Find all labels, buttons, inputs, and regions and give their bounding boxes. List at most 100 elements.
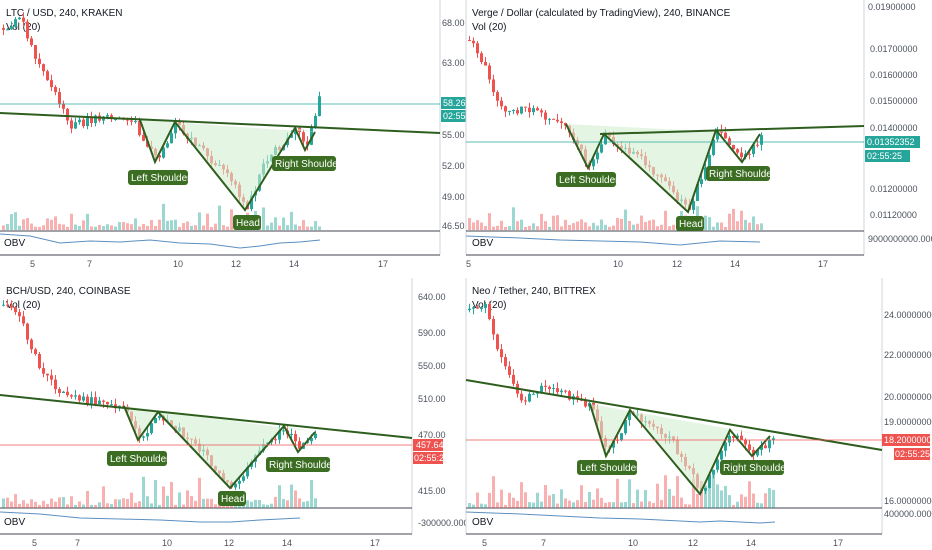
candle-body: [58, 389, 61, 393]
candle-body: [696, 184, 699, 201]
candle-body: [134, 121, 137, 123]
volume-bar: [576, 500, 579, 508]
svg-text:Right Shoulder: Right Shoulder: [275, 159, 342, 170]
volume-bar: [150, 220, 153, 230]
candle-body: [772, 438, 775, 441]
candle-body: [708, 474, 711, 488]
candle-body: [54, 379, 57, 390]
svg-text:02:55:25: 02:55:25: [867, 151, 902, 161]
candle-body: [560, 121, 563, 124]
x-axis: 5 7 10 12 14 17: [30, 259, 388, 269]
volume-bar: [66, 504, 69, 508]
candle-body: [82, 396, 85, 401]
volume-bar: [716, 222, 719, 230]
volume-bar: [584, 222, 587, 230]
volume-bar: [612, 502, 615, 508]
volume-bar: [588, 226, 591, 230]
candle-body: [306, 141, 309, 145]
candle-body: [480, 307, 483, 309]
candle-body: [544, 112, 547, 120]
candle-body: [516, 110, 519, 114]
chart-title: BCH/USD, 240, COINBASE: [6, 286, 131, 297]
candle-body: [94, 115, 97, 124]
candle-body: [504, 357, 507, 367]
candle-body: [2, 304, 5, 306]
volume-bar: [652, 219, 655, 230]
volume-bar: [572, 502, 575, 508]
candle-body: [6, 304, 9, 306]
svg-text:58.26: 58.26: [443, 98, 466, 108]
volume-bar: [78, 226, 81, 230]
candle-body: [740, 152, 743, 158]
candle-body: [476, 43, 479, 54]
svg-text:Left Shoulder: Left Shoulder: [110, 454, 170, 465]
panel-ltc-usd: LTC / USD, 240, KRAKEN Vol (20) OBV 68.0…: [0, 0, 478, 269]
volume-bar: [720, 490, 723, 508]
volume-bar: [90, 504, 93, 508]
volume-bar: [66, 226, 69, 230]
volume-bar: [584, 502, 587, 508]
volume-bar: [548, 495, 551, 508]
candle-body: [520, 106, 523, 114]
volume-bar: [568, 225, 571, 230]
volume-bar: [560, 226, 563, 230]
panel-bch-usd: BCH/USD, 240, COINBASE Vol (20) OBV 640.…: [0, 278, 474, 548]
candle-body: [274, 439, 277, 441]
candle-body: [752, 449, 755, 456]
candle-body: [114, 118, 117, 120]
candle-body: [30, 339, 33, 350]
volume-bar: [182, 223, 185, 230]
volume-bar: [616, 478, 619, 508]
volume-bar: [520, 482, 523, 508]
candle-body: [94, 397, 97, 405]
svg-text:7: 7: [75, 538, 80, 548]
volume-bar: [130, 492, 133, 508]
price-badge: [413, 439, 443, 451]
volume-bar: [512, 207, 515, 230]
svg-text:590.00: 590.00: [418, 328, 446, 338]
volume-bar: [712, 226, 715, 230]
panel-verge-dollar: Verge / Dollar (calculated by TradingVie…: [465, 0, 932, 269]
volume-bar: [672, 495, 675, 508]
volume-bar: [78, 501, 81, 508]
volume-bar: [194, 225, 197, 230]
svg-text:457.64: 457.64: [416, 440, 444, 450]
candle-body: [10, 26, 13, 30]
candle-body: [154, 417, 157, 424]
svg-text:12: 12: [231, 259, 241, 269]
volume-bar: [318, 226, 321, 230]
volume-bar: [130, 224, 133, 230]
obv-line: [465, 235, 761, 246]
candle-body: [728, 138, 731, 145]
svg-text:46.50: 46.50: [442, 221, 465, 231]
vol-label: Vol (20): [6, 300, 40, 311]
volume-bar: [310, 479, 313, 508]
volume-bar: [98, 224, 101, 230]
candle-body: [700, 179, 703, 185]
volume-bar: [18, 225, 21, 230]
volume-bar: [524, 226, 527, 230]
candle-body: [496, 334, 499, 350]
volume-bar: [70, 213, 73, 230]
candle-body: [70, 395, 73, 397]
candle-body: [142, 436, 145, 438]
candle-body: [90, 397, 93, 404]
candle-body: [504, 106, 507, 112]
pattern-line: [139, 119, 316, 212]
volume-bar: [564, 498, 567, 508]
volume-bar: [14, 494, 17, 508]
volume-bar: [186, 221, 189, 230]
candle-body: [170, 133, 173, 144]
svg-text:17: 17: [378, 259, 388, 269]
volume-bar: [182, 504, 185, 508]
volume-bar: [102, 226, 105, 230]
pattern-fill: [566, 124, 760, 212]
candle-body: [110, 404, 113, 406]
volume-bar: [696, 493, 699, 508]
volume-bar: [146, 225, 149, 230]
volume-bar: [286, 500, 289, 508]
volume-bar: [26, 503, 29, 508]
candle-body: [508, 366, 511, 375]
svg-text:17: 17: [833, 538, 843, 548]
candle-body: [564, 390, 567, 392]
